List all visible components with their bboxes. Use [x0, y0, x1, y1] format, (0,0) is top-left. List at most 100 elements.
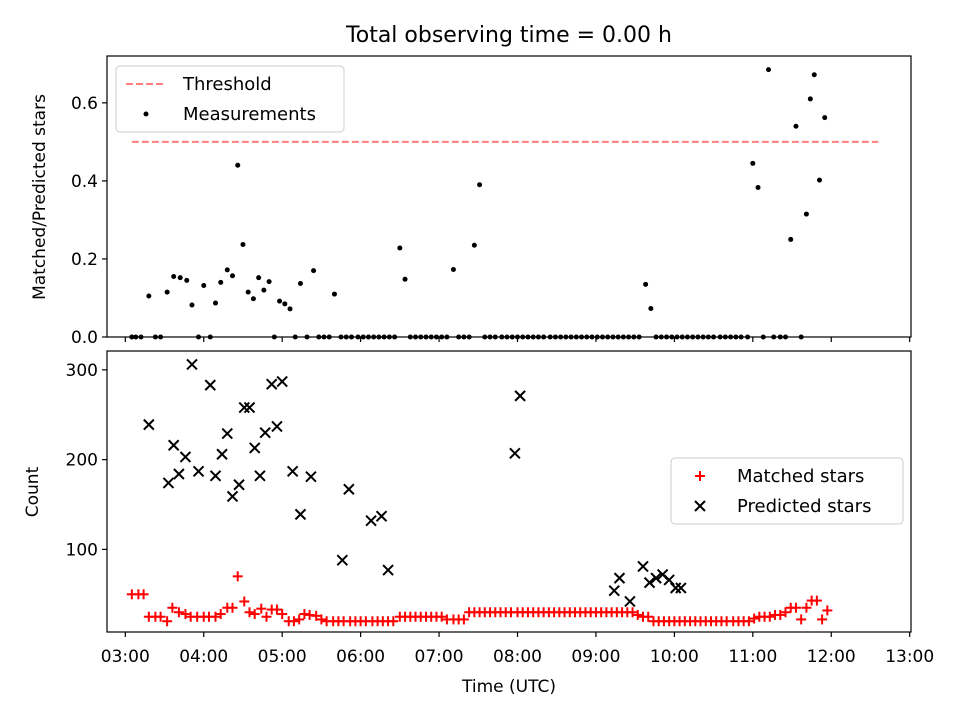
top-legend-box [115, 65, 345, 133]
predicted-stars-point [254, 470, 266, 482]
matched-stars-point [436, 611, 447, 622]
measurement-point [287, 306, 293, 312]
x-tick-label: 07:00 [415, 647, 464, 667]
predicted-stars-point [221, 427, 233, 440]
bottom-y-axis-label: Count [23, 466, 43, 517]
measurement-point [164, 289, 170, 295]
measurement-point [266, 279, 272, 285]
matched-stars-point [796, 614, 807, 625]
matched-stars-point [210, 611, 221, 622]
x-tick-label: 12:00 [807, 647, 856, 667]
x-tick-label: 10:00 [650, 647, 699, 667]
measurement-point [201, 282, 207, 288]
predicted-stars-point [173, 468, 185, 480]
x-tick-label: 06:00 [336, 647, 385, 667]
predicted-stars-point [192, 465, 205, 478]
matched-stars-point [288, 616, 299, 627]
matched-stars-point [173, 607, 184, 618]
predicted-stars-point [286, 465, 299, 478]
matched-stars-point [239, 596, 250, 607]
measurement-point [402, 276, 408, 282]
predicted-stars-point [266, 378, 278, 390]
predicted-stars-point [675, 582, 687, 594]
predicted-stars-point [613, 572, 626, 584]
matched-stars-point [271, 604, 282, 615]
predicted-stars-point [624, 595, 636, 608]
legend-threshold-label: Threshold [182, 74, 272, 95]
measurement-point [471, 242, 477, 248]
predicted-stars-point [669, 582, 682, 594]
matched-stars-point [249, 609, 260, 620]
measurement-point [177, 275, 183, 281]
predicted-stars-point [233, 479, 245, 491]
measurement-point [807, 96, 813, 102]
predicted-stars-point [509, 447, 521, 460]
x-tick-label: 11:00 [728, 647, 777, 667]
x-tick-label: 05:00 [258, 647, 307, 667]
matched-stars-point [822, 605, 833, 616]
measurement-point [146, 293, 152, 299]
matched-stars-point [316, 614, 327, 625]
measurement-point [189, 302, 195, 308]
matched-stars-point [261, 611, 272, 622]
matched-stars-point [244, 607, 255, 618]
measurement-point [277, 298, 283, 304]
measurement-point [256, 275, 262, 281]
measurement-point [822, 115, 828, 121]
matched-stars-point [764, 611, 775, 622]
matched-stars-point [311, 610, 322, 621]
matched-stars-point [388, 616, 399, 627]
measurement-point [766, 67, 772, 73]
matched-stars-point [811, 595, 822, 606]
bottom-y-tick-label: 100 [66, 540, 98, 560]
predicted-stars-point [650, 572, 662, 584]
matched-stars-point [790, 602, 801, 613]
legend-measurements-marker [143, 111, 149, 117]
top-y-axis-label: Matched/Predicted stars [30, 94, 50, 300]
matched-stars-point [232, 571, 243, 582]
predicted-stars-point [216, 448, 228, 460]
matched-stars-point [775, 609, 786, 620]
predicted-stars-point [167, 439, 180, 451]
measurement-point [245, 289, 251, 295]
predicted-stars-point [249, 442, 261, 454]
predicted-stars-point [243, 401, 256, 414]
predicted-stars-point [238, 401, 250, 414]
predicted-stars-point [305, 470, 317, 483]
top-y-tick-label: 0.0 [71, 328, 98, 348]
measurement-point [230, 273, 236, 279]
legend-matched-marker [695, 471, 705, 481]
matched-stars-point [180, 609, 191, 620]
predicted-stars-point [365, 514, 377, 527]
x-tick-label: 04:00 [179, 647, 228, 667]
predicted-stars-point [271, 420, 283, 433]
measurement-point [788, 236, 794, 242]
top-legend: Threshold Measurements [115, 65, 345, 133]
bottom-legend-box [670, 457, 904, 525]
matched-stars-point [632, 609, 643, 620]
predicted-stars-point [514, 390, 526, 402]
chart-title: Total observing time = 0.00 h [345, 23, 672, 48]
matched-stars-point [227, 602, 238, 613]
top-y-tick-label: 0.2 [71, 250, 98, 270]
measurement-point [235, 162, 241, 168]
predicted-stars-point [637, 560, 649, 573]
predicted-stars-point [204, 379, 216, 391]
x-tick-label: 03:00 [101, 647, 150, 667]
bottom-plot-area: 100 200 300 03:00 04:00 05:00 06:00 07:00 08:00 0… [66, 358, 934, 667]
measurement-point [816, 177, 822, 183]
top-y-tick-label: 0.6 [71, 94, 98, 114]
x-axis-label: Time (UTC) [461, 677, 556, 697]
matched-stars-point [627, 607, 638, 618]
measurement-point [331, 291, 337, 297]
measurement-point [213, 300, 219, 306]
measurement-point [811, 72, 817, 78]
matched-stars-point [256, 603, 267, 614]
predicted-stars-point [186, 358, 198, 371]
legend-measurements-label: Measurements [183, 104, 316, 125]
x-tick-label: 09:00 [571, 647, 620, 667]
predicted-stars-point [294, 508, 307, 521]
bottom-panel: Count 100 200 300 03:00 04:00 05:00 06:00 07:00… [23, 350, 934, 697]
bottom-legend: Matched stars Predicted stars [670, 457, 904, 525]
